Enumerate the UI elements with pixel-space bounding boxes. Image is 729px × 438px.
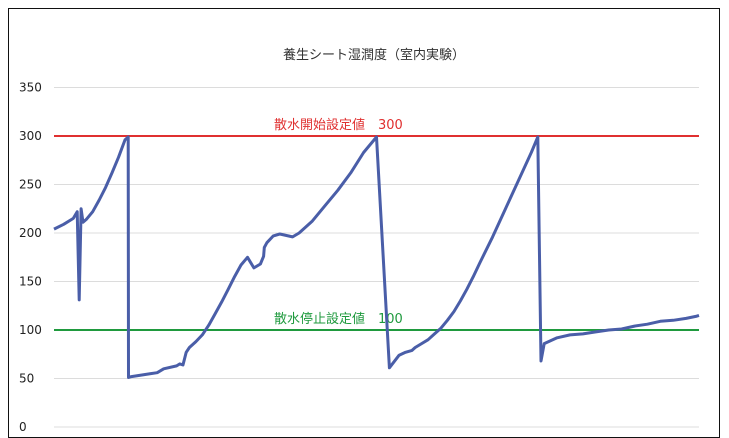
y-tick-label: 350	[19, 81, 42, 95]
chart-title: 養生シート湿潤度（室内実験）	[283, 47, 465, 63]
reference-line-label: 散水開始設定値 300	[274, 117, 403, 133]
y-tick-label: 0	[19, 420, 27, 434]
y-tick-label: 150	[19, 275, 42, 289]
y-tick-label: 200	[19, 226, 42, 240]
humidity-chart: 養生シート湿潤度（室内実験） 0 50 100 150 200 250 300 350 散水開…	[19, 47, 700, 435]
humidity-series-line	[53, 135, 700, 379]
chart-frame: 養生シート湿潤度（室内実験） 0 50 100 150 200 250 300 350 散水開…	[8, 8, 720, 438]
series-layer	[53, 135, 700, 379]
reference-line-label: 散水停止設定値 100	[274, 311, 403, 327]
y-tick-label: 250	[19, 178, 42, 192]
y-tick-label: 100	[19, 323, 42, 337]
y-tick-label: 300	[19, 129, 42, 143]
y-tick-label: 50	[19, 372, 34, 386]
y-axis-ticks: 0 50 100 150 200 250 300 350	[19, 81, 42, 435]
